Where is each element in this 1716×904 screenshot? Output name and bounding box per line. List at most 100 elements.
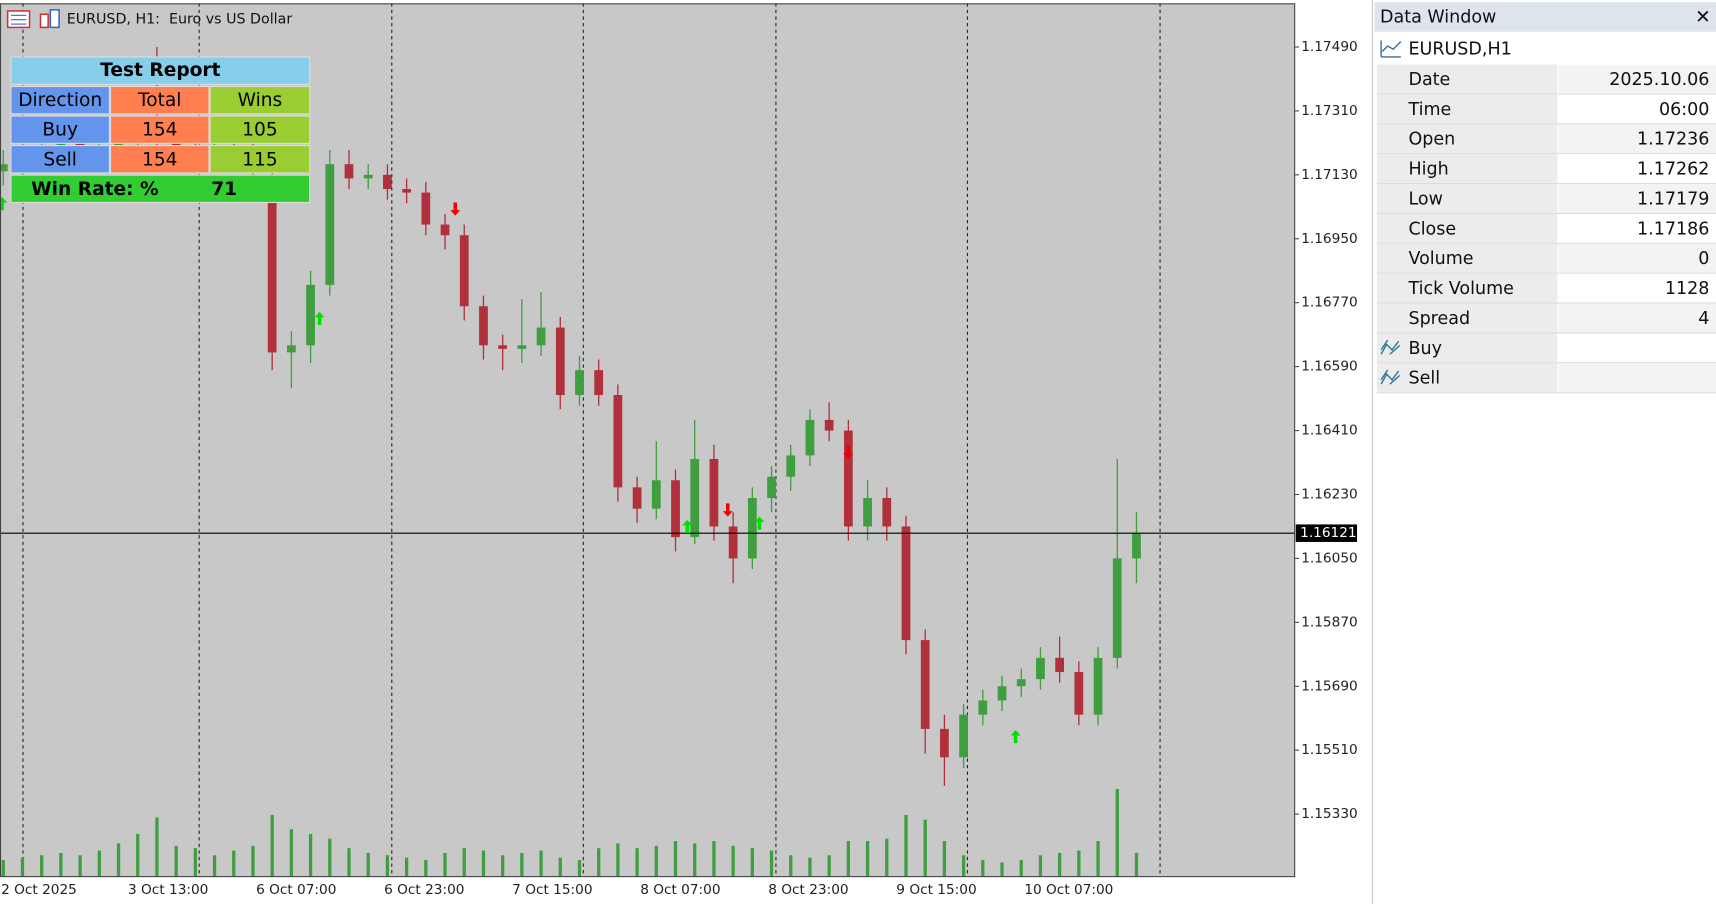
dw-title: Data Window — [1380, 8, 1496, 28]
x-tick-label: 6 Oct 23:00 — [384, 882, 464, 898]
candle-body — [1112, 558, 1122, 658]
dw-value-cell — [1558, 243, 1716, 273]
volume-bar — [616, 843, 620, 877]
x-tick-label: 9 Oct 15:00 — [896, 882, 976, 898]
candle-body — [421, 192, 431, 225]
dw-value: 1128 — [1665, 279, 1710, 299]
x-tick-label: 10 Oct 07:00 — [1024, 882, 1113, 898]
candle-body — [959, 714, 968, 758]
volume-bar — [289, 829, 294, 877]
report-value: Sell — [43, 149, 77, 170]
report-cell — [209, 85, 311, 115]
volume-bar — [789, 855, 793, 877]
volume-bar — [174, 845, 178, 877]
candle-body — [709, 458, 719, 527]
dw-value-cell — [1558, 154, 1716, 183]
dw-label: Volume — [1408, 249, 1473, 269]
candle-body — [1055, 657, 1065, 673]
volume-bar — [981, 860, 985, 877]
volume-bar — [328, 838, 332, 877]
candle-body — [498, 345, 508, 349]
window-title: EURUSD, H1: Euro vs US Dollar — [67, 12, 293, 28]
volume-bar — [97, 850, 101, 877]
test-report: Test Report Direction Total Wins Buy 154 105 S… — [10, 56, 311, 204]
volume-bar — [693, 843, 697, 877]
dw-value-cell — [1558, 124, 1716, 154]
volume-bar — [885, 838, 889, 877]
candle-body — [1074, 672, 1084, 715]
candle-body — [920, 640, 930, 729]
report-cell — [109, 145, 210, 174]
candle-body — [267, 185, 277, 353]
candle-body — [517, 345, 527, 349]
dw-symbol: EURUSD,H1 — [1408, 39, 1511, 59]
report-value: 105 — [242, 120, 278, 141]
volume-bar — [1077, 850, 1081, 877]
dw-label: Sell — [1408, 369, 1440, 389]
dw-label-cell — [1376, 303, 1558, 333]
dw-value-cell — [1558, 333, 1716, 363]
dw-label: Tick Volume — [1407, 279, 1513, 299]
y-tick-label: 1.16950 — [1301, 231, 1357, 247]
report-cell — [209, 115, 311, 144]
dw-value: 0 — [1698, 249, 1709, 269]
report-header: Total — [137, 90, 181, 111]
dw-value-cell — [1558, 303, 1716, 333]
volume-bar — [1115, 788, 1119, 877]
y-tick-label: 1.15870 — [1301, 614, 1357, 630]
y-tick-label: 1.17130 — [1301, 167, 1357, 183]
dw-label-cell — [1376, 184, 1558, 213]
x-tick-label: 6 Oct 07:00 — [256, 882, 336, 898]
win-rate-value: 71 — [211, 179, 237, 200]
y-tick-label: 1.16770 — [1301, 295, 1357, 311]
candle-body — [901, 526, 911, 641]
candle-body — [690, 458, 700, 538]
volume-bar — [769, 850, 774, 877]
volume-bar — [904, 814, 908, 877]
dw-close[interactable]: ✕ — [1695, 7, 1711, 28]
dw-label-cell — [1376, 333, 1558, 363]
candle-body — [671, 480, 680, 538]
volume-bar — [539, 850, 543, 877]
report-header: Wins — [238, 90, 283, 111]
y-tick-label: 1.16410 — [1301, 423, 1357, 439]
report-value: 154 — [142, 120, 178, 141]
report-cell — [10, 115, 110, 144]
volume-bar — [40, 855, 44, 877]
candle-body — [555, 327, 565, 396]
volume-bar — [116, 843, 121, 877]
volume-bar — [597, 848, 601, 877]
candle-body — [767, 476, 776, 499]
report-cell — [109, 85, 210, 115]
volume-bar — [308, 833, 313, 877]
x-tick-label: 7 Oct 15:00 — [512, 882, 592, 898]
plot-border — [0, 3, 1296, 878]
report-title-cell — [10, 56, 311, 85]
report-value: 154 — [142, 149, 178, 170]
volume-bar — [520, 852, 524, 877]
dw-label: Time — [1407, 100, 1451, 120]
candle-body — [863, 498, 872, 527]
y-tick-label: 1.16590 — [1301, 359, 1357, 375]
volume-bar — [78, 855, 82, 877]
candle-body — [978, 700, 988, 715]
dw-label-cell — [1376, 124, 1558, 154]
volume-bar — [232, 850, 236, 877]
report-value: 115 — [242, 149, 278, 170]
candle-body — [536, 327, 546, 346]
volume-bar — [577, 860, 582, 877]
dw-label-cell — [1376, 363, 1558, 393]
volume-bar — [270, 814, 274, 877]
candle-body — [728, 526, 738, 559]
y-tick-label: 1.15330 — [1301, 806, 1357, 822]
dw-label: High — [1408, 160, 1448, 180]
report-cell — [10, 85, 110, 115]
candle-body — [440, 224, 450, 236]
dw-value-cell — [1558, 213, 1716, 243]
volume-bar — [251, 845, 255, 877]
candle-body — [786, 455, 796, 477]
volume-bar — [1000, 862, 1004, 877]
volume-bar — [136, 833, 140, 877]
dw-label-cell — [1376, 154, 1558, 183]
